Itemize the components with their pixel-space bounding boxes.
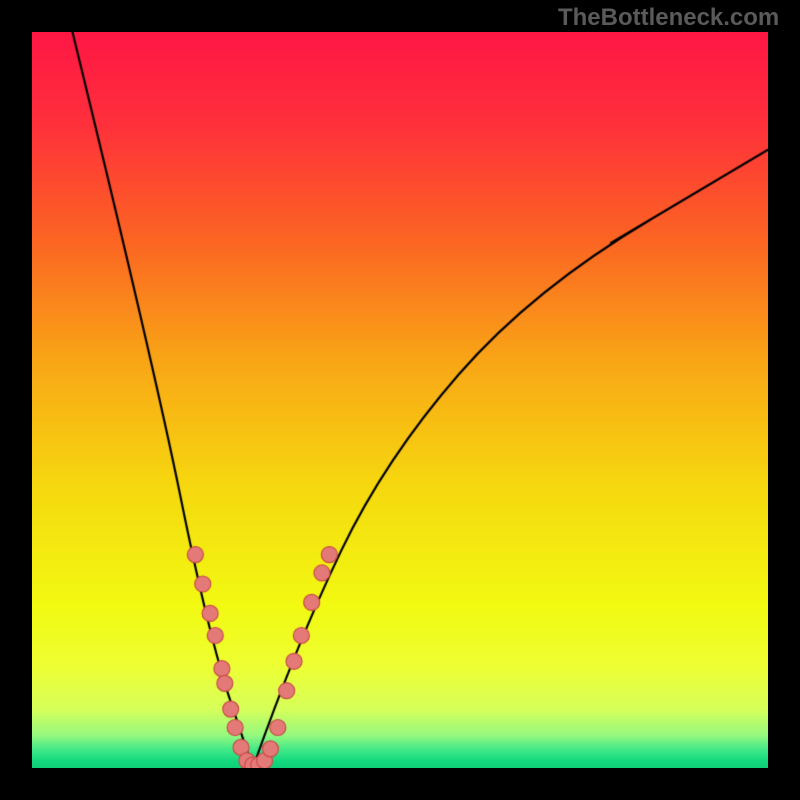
watermark-text: TheBottleneck.com — [558, 4, 779, 32]
chart-plot-area — [32, 32, 768, 768]
bottleneck-curve-chart — [32, 32, 768, 768]
